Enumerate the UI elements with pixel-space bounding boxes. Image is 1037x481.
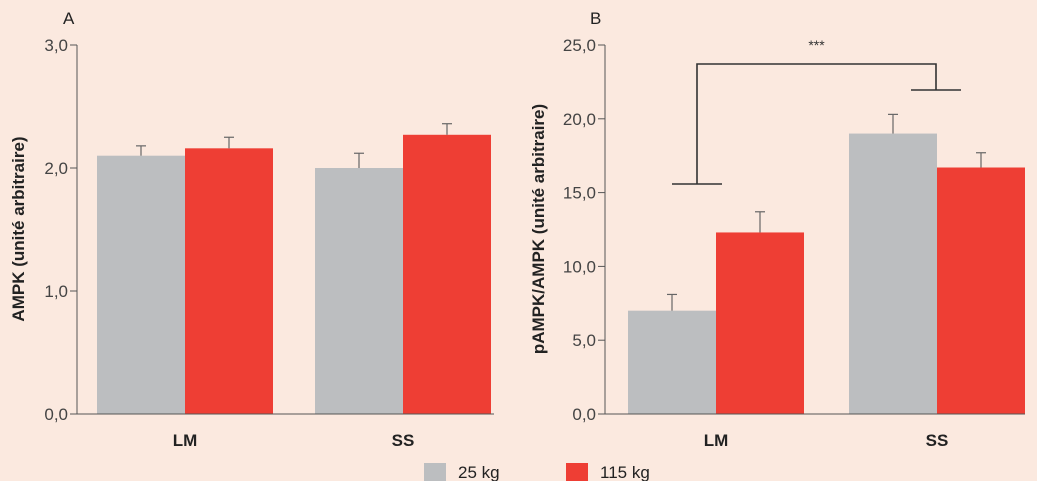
panel-a-bar-ss-25kg [315,168,403,414]
panel-b-significance-label: *** [808,37,825,53]
panel-a-y-tick-label: 0,0 [44,405,68,424]
panel-a-bar-lm-115kg [185,148,273,414]
legend-label-25kg: 25 kg [458,463,500,481]
panel-b-bar-ss-25kg [849,133,937,414]
panel-a-x-tick-label-lm: LM [173,431,198,450]
panel-b-x-tick-label-lm: LM [704,431,729,450]
panel-b-bar-lm-25kg [628,310,716,414]
panel-a-y-tick-label: 3,0 [44,36,68,55]
panel-a-bar-ss-115kg [403,134,491,415]
panel-b-y-tick-label: 25,0 [563,36,596,55]
panel-b-x-tick-label-ss: SS [926,431,949,450]
panel-b-bar-ss-115kg [937,167,1025,414]
panel-a-y-tick-label: 1,0 [44,282,68,301]
panel-a-y-axis-label: AMPK (unité arbitraire) [9,136,28,321]
panel-b-letter: B [590,9,601,28]
panel-b-y-tick-label: 20,0 [563,110,596,129]
panel-a-x-tick-label-ss: SS [392,431,415,450]
panel-b-significance-bracket [696,63,937,184]
panel-a-letter: A [63,9,75,28]
panel-b-y-tick-label: 0,0 [572,405,596,424]
legend-swatch-25kg [424,463,446,481]
legend: 25 kg 115 kg [424,463,650,481]
panel-b-y-tick-label: 15,0 [563,184,596,203]
panel-a-y-tick-label: 2,0 [44,159,68,178]
legend-label-115kg: 115 kg [600,463,650,481]
panel-b-bar-lm-115kg [716,232,804,414]
panel-a-bar-lm-25kg [97,155,185,414]
panel-b-y-axis-label: pAMPK/AMPK (unité arbitraire) [529,104,548,354]
panel-b: B pAMPK/AMPK (unité arbitraire) 0,0 5,0 10… [529,9,1025,450]
panel-a: A AMPK (unité arbitraire) 0,0 1,0 2,0 3,0 LM… [9,9,494,450]
panel-b-y-tick-label: 5,0 [572,331,596,350]
legend-swatch-115kg [566,463,588,481]
panel-b-y-tick-label: 10,0 [563,257,596,276]
